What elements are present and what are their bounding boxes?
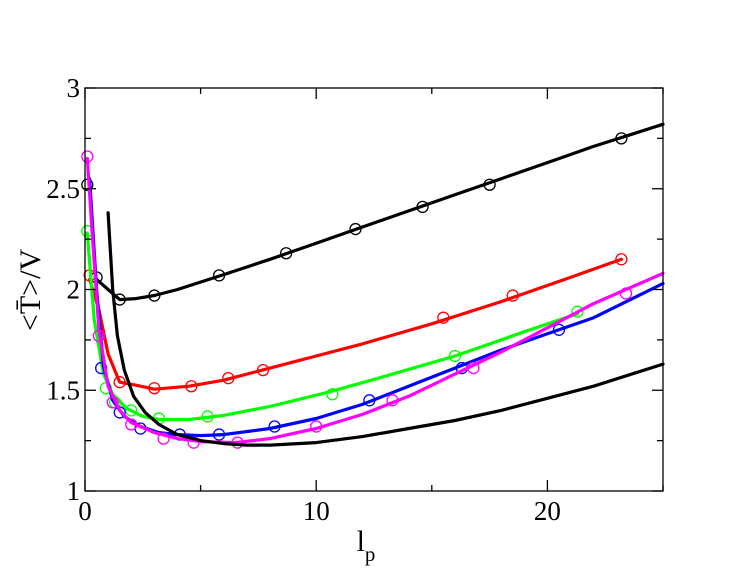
series-line [85, 231, 580, 422]
series-5 [81, 150, 665, 449]
series-line [85, 156, 665, 445]
data-point-marker [506, 289, 519, 302]
x-axis-label: lp [357, 525, 376, 566]
series-3 [81, 224, 584, 425]
series-6 [106, 211, 665, 447]
data-point-marker [363, 394, 376, 407]
data-point-marker [212, 428, 226, 441]
x-tick-label: 0 [78, 496, 92, 526]
data-point-marker [349, 222, 362, 236]
data-point-marker [448, 349, 462, 363]
y-tick-label: 1.5 [46, 375, 80, 405]
data-point-marker [185, 380, 198, 393]
y-tick-label: 3 [67, 73, 81, 103]
data-point-marker [113, 376, 126, 389]
x-tick-label: 10 [303, 496, 330, 526]
series-line [106, 211, 665, 447]
data-point-marker [187, 436, 200, 449]
data-point-marker [222, 372, 235, 385]
series-4 [87, 177, 665, 441]
data-point-marker [386, 394, 399, 407]
data-point-marker [310, 420, 323, 433]
data-point-marker [81, 150, 94, 163]
data-point-marker [148, 382, 161, 395]
data-point-marker [92, 329, 106, 342]
series-line [94, 122, 665, 302]
y-tick-label: 1 [67, 476, 81, 506]
plot-area [81, 122, 665, 449]
data-point-marker [212, 269, 226, 282]
data-point-marker [326, 388, 339, 401]
data-point-marker [615, 253, 628, 266]
data-point-marker [467, 361, 480, 375]
data-point-marker [99, 382, 112, 395]
data-point-marker [256, 363, 270, 377]
data-point-marker [619, 287, 633, 300]
y-axis-label: <T̄>/V [14, 249, 47, 331]
data-point-marker [483, 178, 496, 191]
data-point-marker [125, 418, 138, 431]
series-1 [81, 122, 665, 306]
y-axis-ticks: 1 1.5 2 2.5 3 [46, 73, 663, 506]
x-tick-label: 20 [534, 496, 561, 526]
data-point-marker [571, 305, 584, 318]
data-point-marker [148, 289, 161, 302]
data-point-marker [416, 200, 429, 214]
data-point-marker [268, 420, 281, 433]
y-tick-label: 2.5 [46, 174, 80, 204]
data-point-marker [552, 323, 566, 336]
data-point-marker [125, 404, 138, 417]
data-point-marker [106, 396, 119, 409]
series-line [87, 177, 665, 438]
x-axis-ticks: 0 10 20 [78, 88, 664, 526]
data-point-marker [437, 311, 450, 324]
data-point-marker [201, 410, 214, 423]
data-point-marker [615, 132, 628, 145]
y-tick-label: 2 [67, 275, 81, 305]
data-point-marker [157, 432, 170, 445]
data-point-marker [279, 247, 293, 260]
